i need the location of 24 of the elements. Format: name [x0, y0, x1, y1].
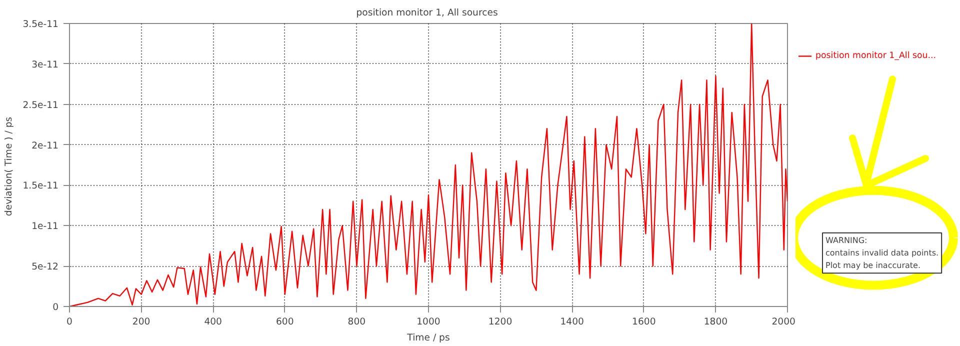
x-tick-label: 0: [66, 316, 73, 328]
x-tick-label: 1200: [488, 316, 512, 328]
x-tick-label: 800: [348, 316, 366, 328]
y-tick-label: 0: [52, 302, 59, 313]
legend-label: position monitor 1_All sou...: [816, 51, 936, 62]
text: WARNING: contains invalid data points. Plot may be inaccurate.: [826, 236, 939, 270]
y-tick-label: 2e-11: [32, 140, 59, 152]
x-tick-label: 1600: [632, 316, 656, 328]
x-tick-label: 200: [132, 316, 150, 328]
y-tick-label: 3.5e-11: [22, 19, 59, 30]
y-axis-title: deviation( Time ) / ps: [4, 116, 15, 216]
x-axis-title: Time / ps: [406, 332, 450, 344]
x-tick-label: 600: [276, 316, 294, 328]
y-tick-label: 3e-11: [32, 59, 59, 70]
x-tick-label: 400: [204, 316, 222, 328]
y-tick-label: 5e-12: [32, 262, 59, 273]
chart-title: position monitor 1, All sources: [356, 8, 498, 18]
y-tick-label: 1.5e-11: [22, 180, 59, 192]
x-tick-label: 1400: [560, 316, 584, 328]
x-tick-label: 1800: [704, 316, 728, 328]
y-tick-label: 1e-11: [32, 221, 59, 232]
x-tick-label: 1000: [416, 316, 440, 328]
y-tick-label: 2.5e-11: [22, 100, 59, 111]
x-tick-label: 2000: [772, 316, 796, 328]
